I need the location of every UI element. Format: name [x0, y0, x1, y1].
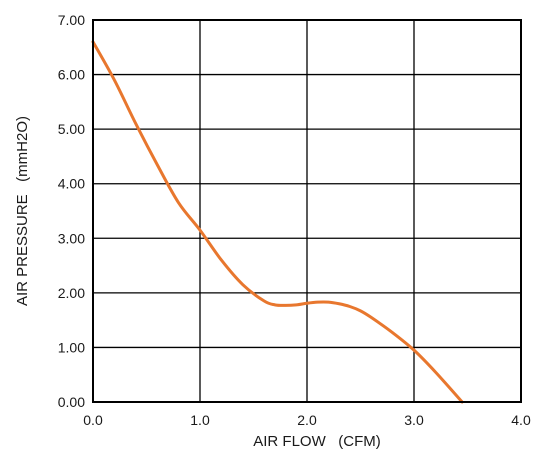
y-tick-label: 7.00 — [58, 12, 85, 28]
plot-frame — [92, 19, 522, 403]
x-tick-label: 0.0 — [83, 412, 103, 428]
x-tick-label: 2.0 — [297, 412, 317, 428]
x-tick-label: 1.0 — [190, 412, 210, 428]
series-layer — [91, 40, 464, 404]
x-tick-label: 4.0 — [511, 412, 531, 428]
y-tick-labels: 0.00 1.00 2.00 3.00 4.00 5.00 6.00 7.00 — [58, 12, 85, 410]
y-tick-label: 4.00 — [58, 176, 85, 192]
x-tick-label: 3.0 — [404, 412, 424, 428]
x-tick-labels: 0.0 1.0 2.0 3.0 4.0 — [83, 412, 531, 428]
y-tick-label: 6.00 — [58, 67, 85, 83]
x-axis-label: AIR FLOW (CFM) — [253, 433, 381, 450]
y-tick-label: 2.00 — [58, 285, 85, 301]
y-tick-label: 3.00 — [58, 230, 85, 246]
grid-lines — [92, 19, 522, 403]
y-axis-label: AIR PRESSURE (mmH2O) — [14, 116, 31, 306]
y-tick-label: 1.00 — [58, 339, 85, 355]
pressure-curve-line — [91, 40, 464, 404]
y-tick-label: 5.00 — [58, 121, 85, 137]
y-tick-label: 0.00 — [58, 394, 85, 410]
